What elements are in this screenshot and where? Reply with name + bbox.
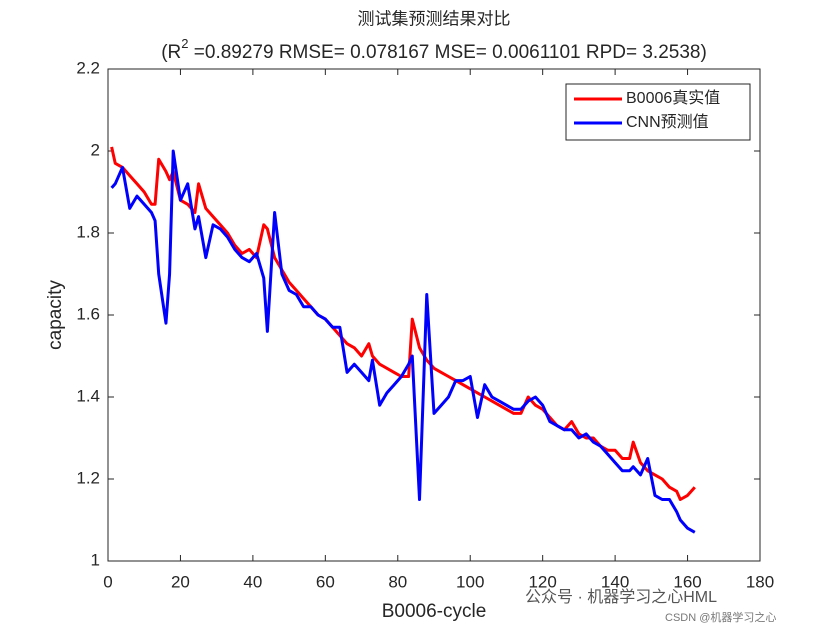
legend-label: B0006真实值 [626, 89, 720, 107]
x-tick-label: 180 [746, 572, 774, 591]
y-tick-label: 1.2 [76, 468, 100, 487]
legend-box [565, 83, 751, 141]
x-tick-label: 120 [528, 572, 556, 591]
watermark: CSDN @机器学习之心 [665, 610, 776, 624]
y-tick-label: 2.2 [76, 58, 100, 77]
chart-subtitle: (R2 =0.89279 RMSE= 0.078167 MSE= 0.00611… [161, 36, 707, 63]
x-tick-label: 140 [601, 572, 629, 591]
subtitle-superscript: 2 [181, 36, 188, 51]
subtitle-part: =0.89279 RMSE= 0.078167 MSE= 0.0061101 R… [189, 42, 707, 63]
data-line [110, 149, 696, 534]
subtitle-part: (R [161, 42, 181, 63]
plot-area [107, 68, 761, 562]
watermark: 公众号 · 机器学习之心HML [525, 588, 717, 606]
x-tick-label: 40 [243, 572, 262, 591]
y-tick-label: 1 [91, 550, 100, 569]
y-axis-label: capacity [45, 280, 66, 350]
x-tick-label: 20 [171, 572, 190, 591]
legend-label: CNN预测值 [626, 113, 709, 131]
x-tick-label: 100 [456, 572, 484, 591]
y-tick-label: 1.6 [76, 304, 100, 323]
y-tick-label: 1.4 [76, 386, 100, 405]
chart-title: 测试集预测结果对比 [358, 9, 511, 28]
y-tick-label: 2 [91, 140, 100, 159]
x-tick-label: 0 [103, 572, 112, 591]
x-tick-label: 80 [388, 572, 407, 591]
x-tick-label: 60 [316, 572, 335, 591]
y-tick-label: 1.8 [76, 222, 100, 241]
x-tick-label: 160 [673, 572, 701, 591]
x-axis-label: B0006-cycle [382, 601, 487, 622]
